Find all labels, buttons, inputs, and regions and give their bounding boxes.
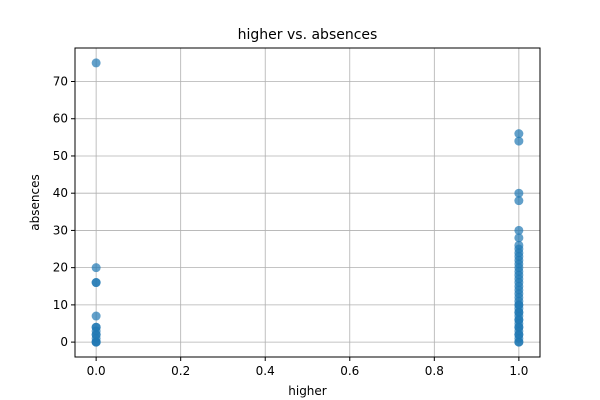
data-point <box>91 322 101 332</box>
y-tick-label: 0 <box>60 335 68 349</box>
y-axis-label: absences <box>28 174 42 230</box>
data-point <box>514 315 524 325</box>
y-tick-label: 50 <box>53 149 68 163</box>
grid-lines <box>75 48 540 357</box>
x-tick-label: 1.0 <box>509 364 528 378</box>
data-point <box>91 263 101 273</box>
x-tick-label: 0.0 <box>87 364 106 378</box>
data-point <box>514 330 524 340</box>
x-axis-ticks: 0.0 0.2 0.4 0.6 0.8 1.0 <box>87 357 528 378</box>
x-tick-label: 0.6 <box>340 364 359 378</box>
data-point <box>514 337 524 347</box>
data-points <box>91 58 524 347</box>
data-point <box>514 196 524 206</box>
chart-title: higher vs. absences <box>238 27 378 43</box>
data-point <box>514 225 524 235</box>
data-point <box>514 307 524 317</box>
data-point <box>91 311 101 321</box>
y-tick-label: 60 <box>53 112 68 126</box>
x-tick-label: 0.8 <box>425 364 444 378</box>
data-point <box>514 129 524 139</box>
data-point <box>91 330 101 340</box>
data-point <box>91 278 101 288</box>
y-axis-ticks: 0 10 20 30 40 50 60 70 <box>53 75 75 349</box>
y-tick-label: 30 <box>53 223 68 237</box>
axes-frame <box>74 47 541 358</box>
x-tick-label: 0.2 <box>171 364 190 378</box>
y-tick-label: 10 <box>53 298 68 312</box>
data-point <box>91 58 101 68</box>
x-axis-label: higher <box>288 384 327 398</box>
data-point <box>514 300 524 310</box>
data-point <box>91 337 101 347</box>
y-tick-label: 70 <box>53 75 68 89</box>
data-point <box>514 136 524 146</box>
y-tick-label: 20 <box>53 261 68 275</box>
data-point <box>514 233 524 243</box>
x-tick-label: 0.4 <box>256 364 275 378</box>
y-tick-label: 40 <box>53 186 68 200</box>
data-point <box>514 188 524 198</box>
data-point <box>514 322 524 332</box>
